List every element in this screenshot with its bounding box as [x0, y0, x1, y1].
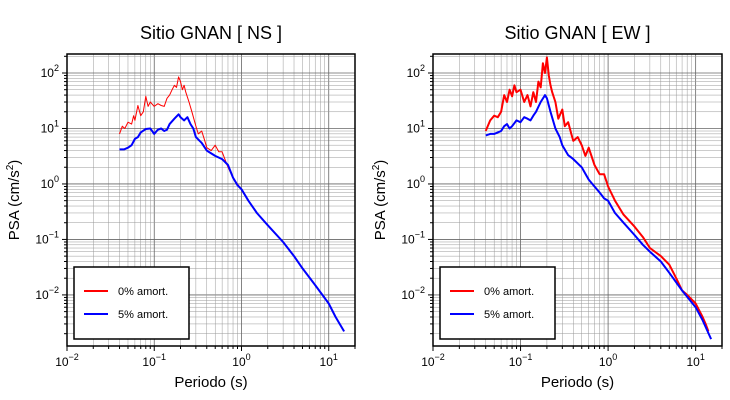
x-tick-label: 100: [599, 352, 617, 369]
legend-label-0: 0% amort.: [118, 286, 168, 298]
y-axis-label: PSA (cm/s2): [5, 160, 23, 241]
chart-panel-ns: 10−2 10−1 100 101 10−2 10−1 100 101 102 Sitio GNA…: [5, 23, 356, 391]
x-tick-label: 10−2: [421, 352, 445, 369]
x-tick-label: 100: [232, 352, 250, 369]
y-axis-label: PSA (cm/s2): [371, 160, 389, 241]
series-line-1: [119, 113, 345, 332]
legend: 0% amort. 5% amort.: [439, 266, 556, 340]
y-tick-label: 100: [41, 174, 59, 191]
y-tick-label: 102: [41, 63, 59, 80]
y-tick-label: 10−2: [35, 285, 59, 302]
legend-label-0: 0% amort.: [484, 286, 534, 298]
chart-panel-ew: 10−2 10−1 100 101 10−2 10−1 100 101 102 Sitio GNA…: [371, 23, 723, 391]
y-tick-label: 101: [41, 118, 59, 135]
y-tick-label: 10−1: [401, 229, 425, 246]
y-tick-label: 101: [407, 118, 425, 135]
chart-title: Sitio GNAN [ NS ]: [140, 23, 282, 43]
x-tick-label: 10−2: [55, 352, 79, 369]
legend-box: [439, 266, 556, 340]
legend-box: [73, 266, 190, 340]
y-tick-label: 10−1: [35, 229, 59, 246]
x-tick-label: 10−1: [142, 352, 166, 369]
plot-frame: [432, 53, 723, 347]
legend-label-1: 5% amort.: [484, 309, 534, 321]
x-tick-label: 101: [320, 352, 338, 369]
series-group: [119, 76, 345, 332]
y-tick-label: 102: [407, 63, 425, 80]
x-axis-label: Periodo (s): [541, 374, 614, 391]
series-line-1: [485, 94, 713, 340]
x-tick-label: 101: [686, 352, 704, 369]
legend-label-1: 5% amort.: [118, 309, 168, 321]
series-line-0: [484, 56, 710, 332]
plot-frame: [66, 53, 356, 347]
x-tick-label: 10−1: [509, 352, 533, 369]
chart-title: Sitio GNAN [ EW ]: [504, 23, 650, 43]
legend: 0% amort. 5% amort.: [73, 266, 190, 340]
x-axis-label: Periodo (s): [174, 374, 247, 391]
y-tick-label: 100: [407, 174, 425, 191]
axis-ticks: [428, 55, 723, 351]
axis-ticks: [62, 55, 356, 351]
series-group: [484, 56, 713, 340]
y-tick-label: 10−2: [401, 285, 425, 302]
